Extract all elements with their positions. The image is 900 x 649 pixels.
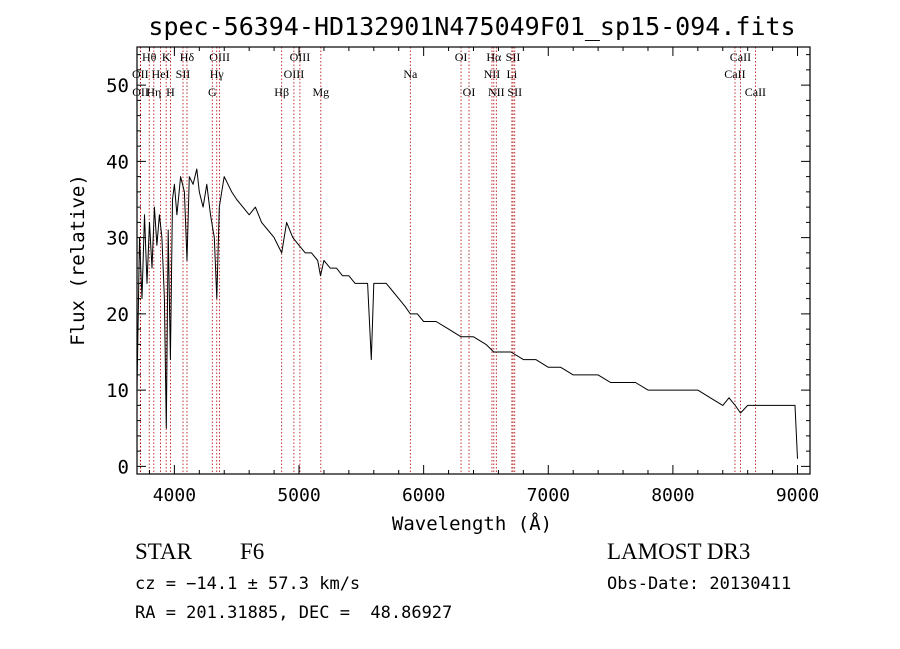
x-tick-label: 7000 (527, 485, 570, 506)
line-marker-label: Hγ (210, 67, 225, 81)
redshift-velocity: cz = −14.1 ± 57.3 km/s (135, 574, 361, 594)
survey-release: LAMOST DR3 (607, 539, 751, 564)
line-marker-label: OII (132, 67, 149, 81)
line-marker-label: OIII (290, 50, 311, 64)
y-tick-label: 10 (106, 380, 129, 402)
plot-frame (136, 46, 811, 475)
line-marker-label: NII (488, 85, 505, 99)
x-tick-label: 5000 (277, 485, 320, 506)
spectrum-line (136, 168, 798, 459)
x-tick-label: 4000 (153, 485, 196, 506)
y-axis: 0 10 20 30 40 50 (106, 54, 810, 478)
chart-title: spec-56394-HD132901N475049F01_sp15-094.f… (148, 12, 795, 41)
line-marker-label: OIII (209, 50, 230, 64)
line-marker-label: G (208, 85, 217, 99)
line-marker-label: OI (455, 50, 468, 64)
line-marker-label: Mg (312, 85, 329, 99)
line-marker-label: Li (507, 67, 518, 81)
y-tick-label: 30 (106, 228, 129, 250)
line-marker-label: OI (463, 85, 476, 99)
line-marker-label: Hδ (180, 50, 195, 64)
object-class: STAR (135, 539, 192, 564)
line-marker-label: K (162, 50, 171, 64)
line-marker-label: CaII (745, 85, 766, 99)
x-tick-label: 8000 (651, 485, 694, 506)
line-marker-label: HeI (152, 67, 170, 81)
line-marker-label: Hβ (274, 85, 289, 99)
observation-date: Obs-Date: 20130411 (607, 574, 792, 594)
line-marker-label: OIII (284, 67, 305, 81)
sky-coordinates: RA = 201.31885, DEC = 48.86927 (135, 603, 453, 623)
line-marker-label: CaII (730, 50, 751, 64)
line-marker-label: H (166, 85, 175, 99)
line-marker-label: Hθ (142, 50, 157, 64)
y-tick-label: 50 (106, 75, 129, 97)
line-marker-label: Hα (486, 50, 502, 64)
x-tick-label: 6000 (402, 485, 445, 506)
line-marker-label: SII (506, 50, 521, 64)
line-marker-label: SII (176, 67, 191, 81)
y-tick-label: 0 (118, 456, 129, 478)
line-marker-label: CaII (724, 67, 745, 81)
spectral-subclass: F6 (240, 539, 265, 564)
line-marker-label: Na (403, 67, 418, 81)
x-axis-label: Wavelength (Å) (392, 512, 552, 535)
x-tick-label: 9000 (776, 485, 819, 506)
y-tick-label: 20 (106, 304, 129, 326)
x-axis: 4000 5000 6000 7000 8000 9000 (148, 47, 819, 506)
y-axis-label: Flux (relative) (67, 174, 89, 346)
line-marker-label: SII (507, 85, 522, 99)
y-tick-label: 40 (106, 151, 129, 173)
line-marker-label: NII (484, 67, 501, 81)
line-marker-label: Hη (146, 85, 161, 99)
series-layer (136, 168, 798, 459)
